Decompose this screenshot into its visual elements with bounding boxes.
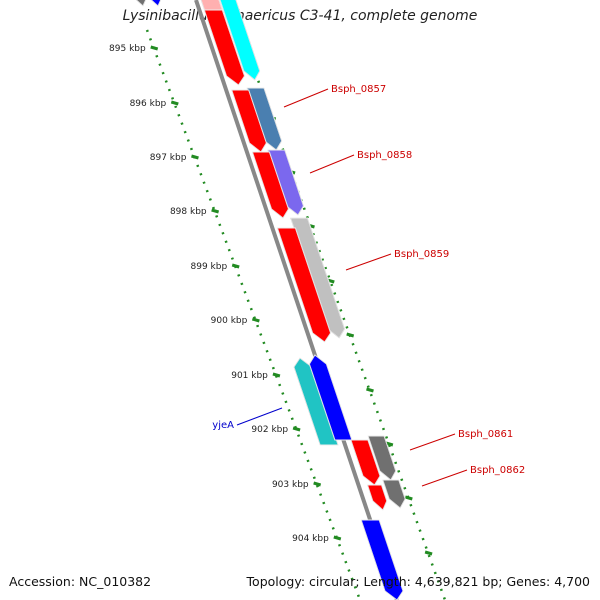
feature-red-2[interactable]: [231, 89, 267, 153]
major-tick: [346, 332, 355, 338]
gene-label[interactable]: Bsph_0862: [470, 465, 525, 476]
feature-red-3-outline: [251, 151, 289, 219]
feature-blue-top[interactable]: [147, 0, 162, 7]
feature-cyan-top[interactable]: [217, 0, 261, 81]
label-layer: Bsph_0857 Bsph_0858 Bsph_0859 yjeA Bsph_0861…: [212, 84, 525, 487]
backbone-layer: [194, 0, 399, 600]
accession-text: Accession: NC_010382: [9, 574, 151, 589]
length-value: 4,639,821 bp: [414, 574, 499, 589]
major-tick: [272, 372, 281, 378]
accession-value: NC_010382: [79, 574, 152, 589]
tick-label: 901 kbp: [231, 371, 268, 381]
feature-cyan-top-outline: [219, 0, 261, 81]
major-tick: [231, 263, 240, 269]
tick-layer: 895 kbp 896 kbp 897 kbp 898 kbp 899 kbp 900 k…: [109, 29, 447, 600]
feature-red-1[interactable]: [203, 9, 246, 86]
separator: ;: [355, 574, 360, 589]
feature-bsph-0861-outline: [367, 435, 397, 481]
summary-text: Topology: circular; Length: 4,639,821 bp…: [247, 574, 590, 589]
feature-blue-bottom-outline: [360, 519, 404, 600]
gene-label[interactable]: Bsph_0861: [458, 429, 513, 440]
tick-label: 895 kbp: [109, 44, 146, 54]
feature-gray-top-outline: [135, 0, 146, 7]
feature-red-4-outline: [350, 439, 381, 486]
tick-label: 896 kbp: [130, 99, 167, 109]
feature-red-5-outline: [367, 484, 388, 511]
feature-red-3b-outline: [276, 227, 331, 343]
feature-blue-cds[interactable]: [308, 354, 353, 441]
leader-line: [236, 407, 283, 426]
gene-label[interactable]: yjeA: [212, 420, 234, 431]
major-tick: [292, 426, 301, 432]
major-tick: [366, 387, 374, 393]
major-tick: [404, 495, 413, 501]
tick-label: 897 kbp: [150, 153, 187, 163]
feature-red-4[interactable]: [350, 439, 381, 486]
major-tick: [170, 100, 179, 106]
feature-red-2-outline: [231, 89, 267, 153]
feature-bsph-0861[interactable]: [367, 435, 397, 481]
feature-blue-bottom[interactable]: [360, 519, 404, 600]
feature-blue-cds-outline: [309, 354, 353, 441]
major-tick: [211, 208, 220, 214]
major-tick: [251, 317, 260, 323]
feature-red-1-outline: [203, 9, 245, 86]
backbone-line: [194, 0, 399, 600]
gene-label[interactable]: Bsph_0857: [331, 84, 386, 95]
tick-label: 900 kbp: [211, 316, 248, 326]
feature-blue-top-outline: [150, 0, 161, 7]
leader-line: [309, 154, 355, 174]
major-tick: [313, 481, 322, 487]
gene-label[interactable]: Bsph_0859: [394, 249, 449, 260]
feature-red-3b[interactable]: [276, 227, 332, 343]
feature-red-3[interactable]: [251, 151, 290, 219]
feature-bsph-0862[interactable]: [382, 479, 406, 509]
major-tick: [424, 550, 433, 556]
topology-label: Topology:: [246, 574, 306, 589]
topology-value: circular: [309, 574, 356, 589]
tick-label: 899 kbp: [191, 262, 228, 272]
tick-label: 904 kbp: [292, 534, 329, 544]
leader-line: [421, 469, 468, 487]
feature-red-5[interactable]: [366, 484, 388, 511]
tick-label: 902 kbp: [251, 425, 288, 435]
separator: ;: [498, 574, 503, 589]
gene-label[interactable]: Bsph_0858: [357, 150, 412, 161]
feature-layer[interactable]: [132, 0, 406, 600]
major-tick: [191, 154, 199, 160]
accession-label: Accession:: [9, 574, 76, 589]
feature-gray-top[interactable]: [132, 0, 147, 7]
tick-label: 903 kbp: [272, 480, 309, 490]
tick-label: 898 kbp: [170, 207, 207, 217]
major-tick: [333, 535, 342, 541]
length-label: Length:: [363, 574, 411, 589]
genes-value: 4,700: [554, 574, 590, 589]
feature-bsph-0862-outline: [382, 479, 406, 509]
leader-line: [283, 88, 329, 108]
leader-line: [409, 433, 456, 451]
genes-label: Genes:: [506, 574, 551, 589]
major-tick: [150, 45, 159, 51]
leader-line: [345, 253, 392, 271]
